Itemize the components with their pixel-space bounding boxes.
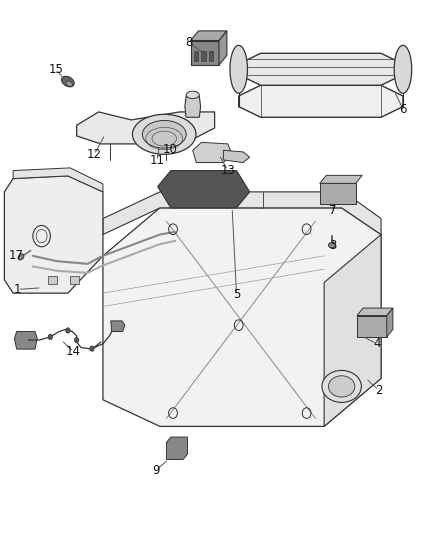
Ellipse shape: [48, 334, 53, 340]
Ellipse shape: [186, 91, 199, 99]
Polygon shape: [191, 41, 219, 65]
Ellipse shape: [66, 328, 70, 333]
Text: 14: 14: [66, 345, 81, 358]
Ellipse shape: [230, 45, 247, 93]
Polygon shape: [103, 192, 381, 235]
Text: 9: 9: [152, 464, 160, 477]
Ellipse shape: [142, 120, 186, 148]
Polygon shape: [357, 316, 387, 337]
Polygon shape: [239, 85, 403, 117]
Text: 8: 8: [186, 36, 193, 49]
Text: 15: 15: [49, 63, 64, 76]
Text: 13: 13: [220, 164, 235, 177]
FancyBboxPatch shape: [70, 276, 79, 284]
Polygon shape: [13, 168, 103, 192]
Polygon shape: [191, 31, 227, 41]
Text: 1: 1: [14, 283, 21, 296]
Ellipse shape: [132, 114, 196, 155]
Polygon shape: [77, 112, 215, 144]
Polygon shape: [158, 171, 250, 208]
Polygon shape: [320, 175, 362, 183]
Text: 2: 2: [375, 384, 383, 397]
Polygon shape: [166, 437, 187, 459]
Ellipse shape: [90, 346, 94, 351]
Text: 11: 11: [149, 155, 164, 167]
Text: 5: 5: [233, 288, 240, 301]
Text: 3: 3: [329, 239, 336, 252]
Polygon shape: [324, 235, 381, 426]
Polygon shape: [239, 53, 403, 85]
Ellipse shape: [62, 76, 74, 87]
Polygon shape: [193, 142, 232, 163]
Polygon shape: [111, 321, 125, 332]
Ellipse shape: [322, 370, 361, 402]
Ellipse shape: [328, 376, 355, 397]
FancyBboxPatch shape: [209, 51, 213, 61]
FancyBboxPatch shape: [201, 51, 206, 61]
Ellipse shape: [394, 45, 412, 93]
Text: 7: 7: [329, 204, 337, 217]
Ellipse shape: [18, 254, 24, 260]
Text: 4: 4: [373, 337, 381, 350]
Polygon shape: [14, 332, 37, 349]
Polygon shape: [185, 96, 201, 117]
Polygon shape: [4, 176, 103, 293]
Polygon shape: [103, 208, 381, 426]
Polygon shape: [219, 31, 227, 65]
Text: 12: 12: [87, 148, 102, 161]
Polygon shape: [320, 183, 356, 204]
Text: 17: 17: [9, 249, 24, 262]
Ellipse shape: [74, 337, 79, 343]
Text: 6: 6: [399, 103, 407, 116]
Ellipse shape: [66, 81, 72, 86]
Text: 10: 10: [162, 143, 177, 156]
Polygon shape: [223, 150, 250, 163]
FancyBboxPatch shape: [48, 276, 57, 284]
Ellipse shape: [328, 243, 336, 248]
Polygon shape: [387, 308, 393, 337]
FancyBboxPatch shape: [194, 51, 198, 61]
Polygon shape: [357, 308, 393, 316]
